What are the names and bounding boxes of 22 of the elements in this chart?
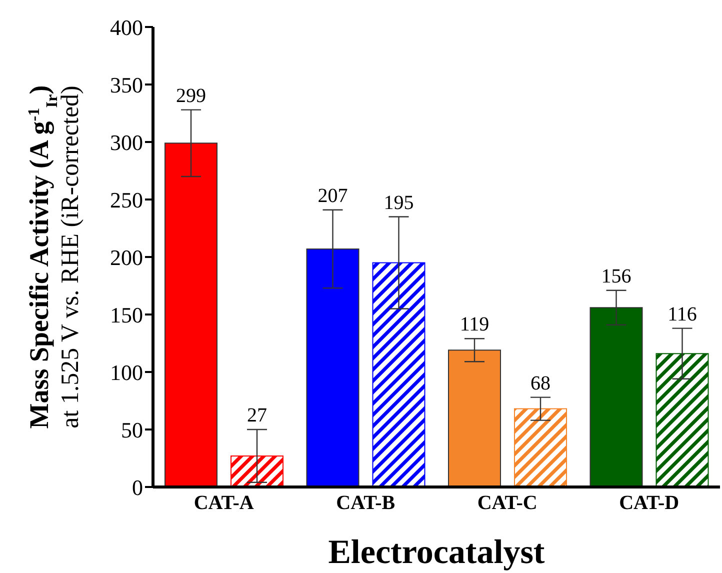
data-label: 207 (318, 184, 348, 207)
data-label: 27 (247, 404, 267, 426)
y-tick-label: 250 (110, 187, 143, 212)
data-label: 156 (601, 265, 632, 288)
y-tick-label: 350 (110, 72, 143, 98)
x-tick-label: CAT-D (619, 492, 680, 514)
data-label: 299 (176, 84, 206, 107)
y-tick-label: 0 (132, 474, 143, 500)
y-tick-label: 300 (110, 130, 143, 155)
y-tick-label: 50 (121, 417, 143, 442)
data-label: 116 (668, 303, 697, 326)
data-label: 119 (460, 314, 490, 336)
x-tick-label: CAT-A (194, 492, 254, 514)
y-tick-label: 100 (110, 360, 143, 385)
y-tick-label: 200 (110, 244, 143, 270)
x-tick-label: CAT-B (336, 492, 396, 514)
x-tick-label: CAT-C (477, 492, 538, 514)
data-label: 68 (530, 372, 550, 394)
x-axis-title: Electrocatalyst (328, 534, 546, 571)
y-tick-label: 150 (110, 302, 143, 328)
y-tick-label: 400 (110, 14, 143, 40)
data-label: 195 (384, 192, 414, 214)
